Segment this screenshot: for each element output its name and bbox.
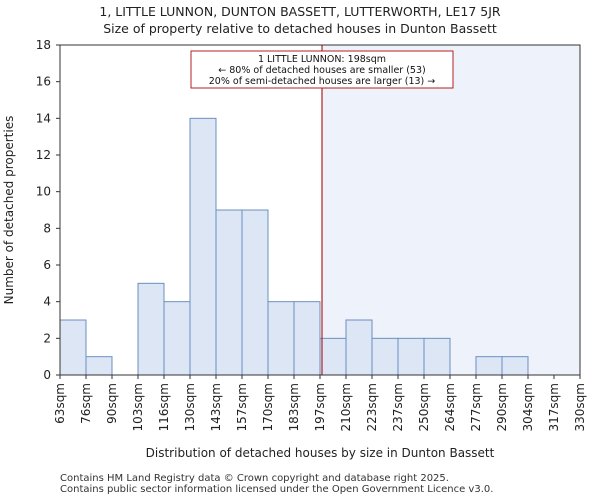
y-tick-label: 12 [36,148,51,162]
histogram-bar [475,356,503,376]
footer-line2: Contains public sector information licen… [60,484,494,495]
y-tick-label: 2 [43,331,51,345]
chart-title-line1: 1, LITTLE LUNNON, DUNTON BASSETT, LUTTER… [99,4,501,19]
histogram-bar [189,117,217,376]
x-tick-label: 290sqm [495,383,509,431]
x-tick-label: 76sqm [79,383,93,424]
y-tick-label: 4 [43,295,51,309]
x-tick-label: 277sqm [469,383,483,431]
histogram-bar [423,337,451,376]
chart-title-line2: Size of property relative to detached ho… [103,21,497,36]
histogram-bar [241,209,269,376]
annotation-line2: ← 80% of detached houses are smaller (53… [218,65,425,76]
y-tick-label: 10 [36,185,51,199]
x-tick-label: 90sqm [105,383,119,424]
x-tick-label: 317sqm [547,383,561,431]
x-tick-label: 63sqm [53,383,67,424]
histogram-bar [345,319,373,376]
x-tick-label: 143sqm [209,383,223,431]
histogram-bar [137,282,165,376]
chart: 0 2 4 6 8 10 12 14 16 18 63sqm 76sqm 90sqm 103sqm 116s… [2,38,587,460]
x-tick-label: 183sqm [287,383,301,431]
histogram-bar [501,356,529,376]
y-axis-title: Number of detached properties [2,116,16,305]
x-tick-label: 116sqm [157,383,171,431]
x-axis-title: Distribution of detached houses by size … [146,446,495,460]
y-tick-label: 14 [36,111,51,125]
x-tick-label: 264sqm [443,383,457,431]
x-tick-label: 130sqm [183,383,197,431]
footer-line1: Contains HM Land Registry data © Crown c… [60,473,449,484]
histogram-bar [397,337,425,376]
histogram-bar [163,301,191,376]
histogram-bar [319,337,347,376]
y-tick-label: 6 [43,258,51,272]
annotation-line3: 20% of semi-detached houses are larger (… [209,76,436,87]
y-tick-label: 16 [36,75,51,89]
x-tick-label: 237sqm [391,383,405,431]
y-tick-label: 8 [43,221,51,235]
x-tick-label: 197sqm [313,383,327,431]
y-tick-label: 0 [43,368,51,382]
histogram-bar [293,301,321,376]
x-tick-label: 157sqm [235,383,249,431]
histogram-bar [215,209,243,376]
x-tick-label: 170sqm [261,383,275,431]
x-tick-label: 304sqm [521,383,535,431]
histogram-bar [85,356,113,376]
y-tick-label: 18 [36,38,51,52]
histogram-bar [371,337,399,376]
x-tick-label: 210sqm [339,383,353,431]
x-tick-label: 330sqm [573,383,587,431]
annotation-line1: 1 LITTLE LUNNON: 198sqm [258,54,386,65]
histogram-bar [267,301,295,376]
x-tick-label: 250sqm [417,383,431,431]
x-tick-label: 103sqm [131,383,145,431]
annotation-box [190,50,454,89]
x-tick-label: 223sqm [365,383,379,431]
histogram-bar [59,319,87,376]
